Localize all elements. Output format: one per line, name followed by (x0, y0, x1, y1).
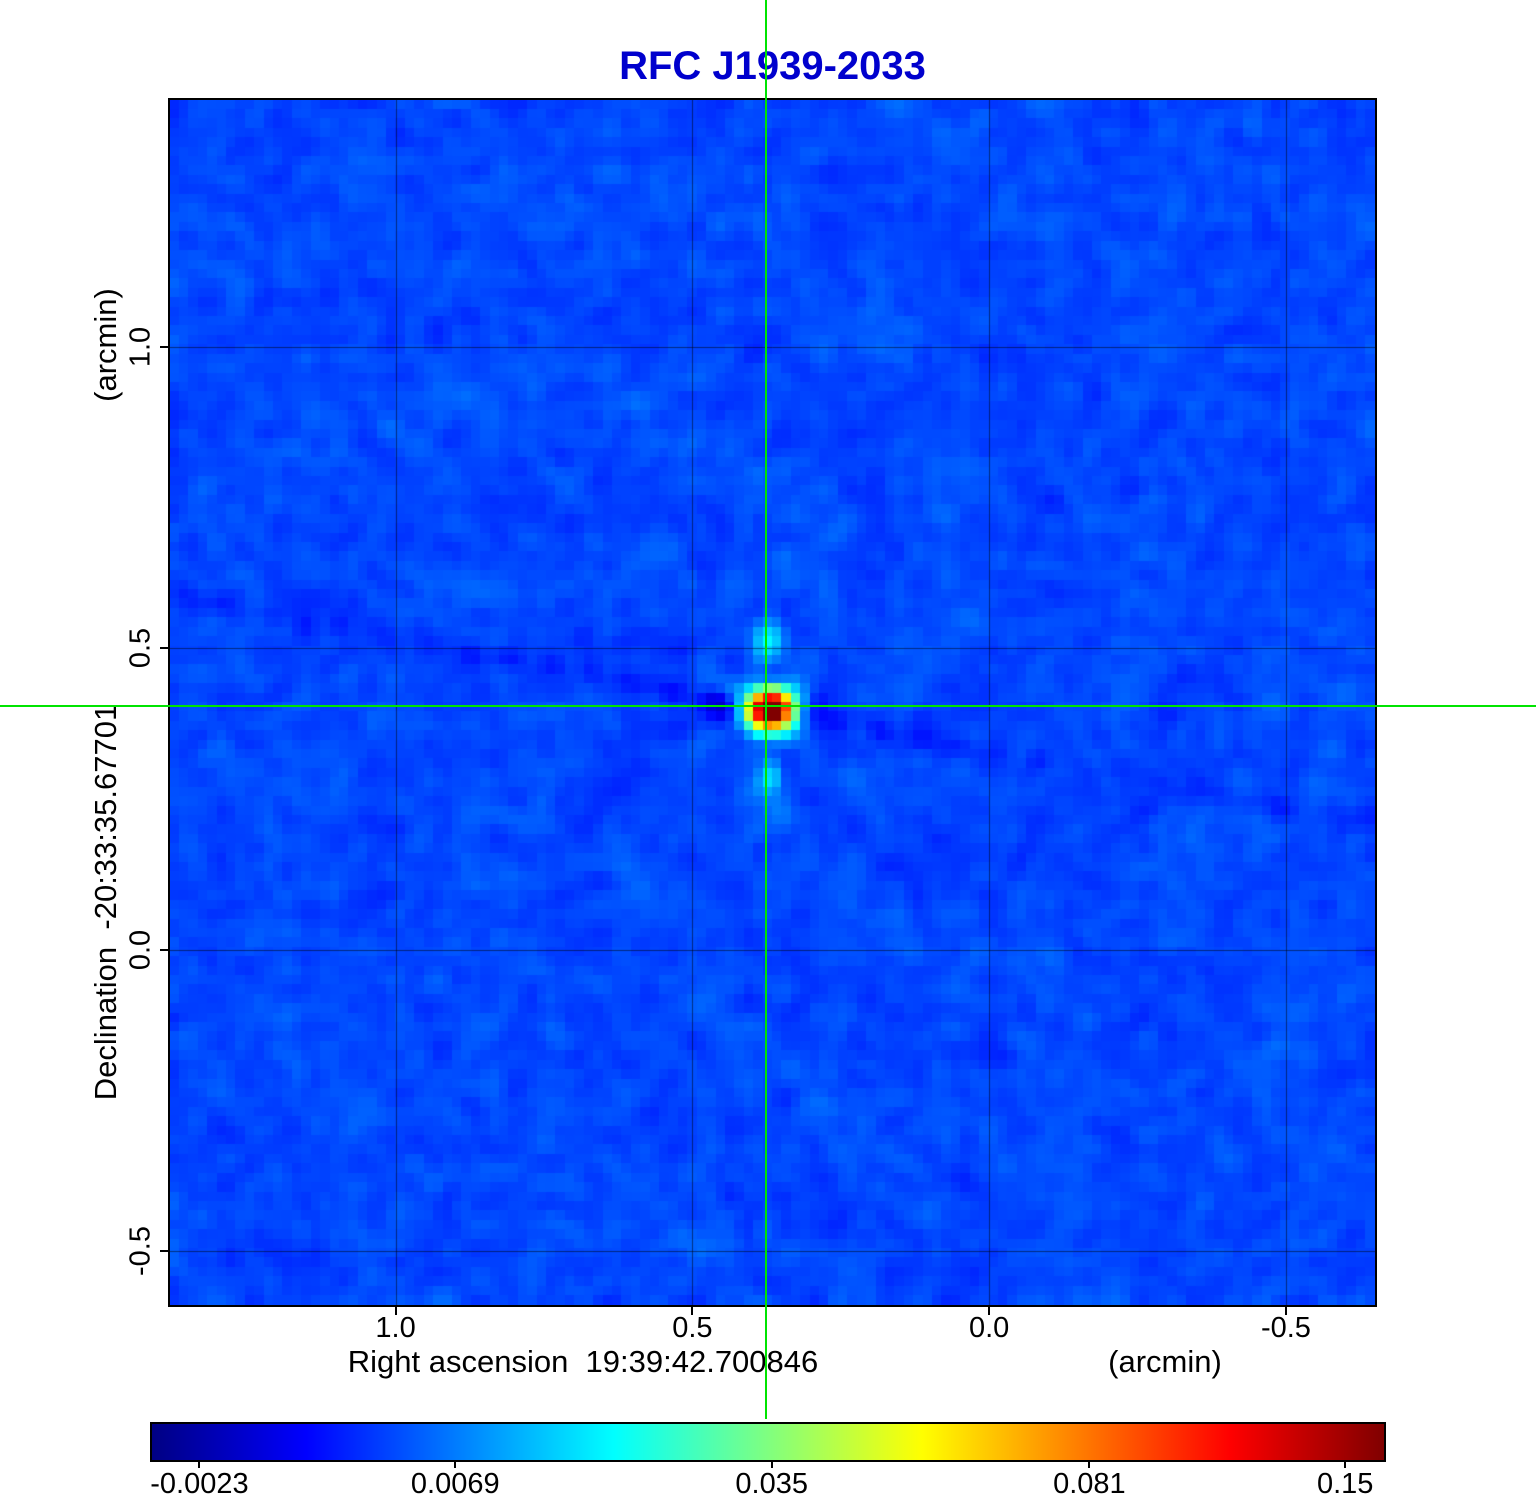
y-axis-tickmark (160, 647, 168, 650)
y-tick-label: 0.0 (124, 929, 157, 970)
colorbar-label: 0.0069 (410, 1468, 500, 1500)
crosshair-horizontal-line (0, 704, 1536, 707)
colorbar-tickmark (454, 1462, 457, 1468)
x-tick-label: 0.5 (672, 1312, 713, 1344)
plot-title: RFC J1939-2033 (619, 44, 926, 88)
y-tick-label: -0.5 (124, 1225, 157, 1276)
plot-area (168, 98, 1377, 1307)
y-axis-label: Declination -20:33:35.67701 (88, 703, 123, 1101)
x-tick-label: 1.0 (375, 1312, 416, 1344)
y-axis-tickmark (160, 346, 168, 349)
x-axis-tickmark (691, 1307, 694, 1315)
y-axis-tickmark (160, 948, 168, 951)
colorbar-label: -0.0023 (150, 1468, 249, 1500)
colorbar (150, 1422, 1386, 1462)
colorbar-label: 0.035 (735, 1468, 808, 1500)
image-canvas (170, 100, 1375, 1305)
x-axis-tickmark (988, 1307, 991, 1315)
x-axis-label: Right ascension 19:39:42.700846 (347, 1344, 819, 1379)
colorbar-tickmark (1344, 1462, 1347, 1468)
colorbar-tickmark (1088, 1462, 1091, 1468)
x-axis-tickmark (394, 1307, 397, 1315)
y-tick-label: 0.5 (124, 628, 157, 669)
colorbar-tickmark (770, 1462, 773, 1468)
crosshair-vertical-line (764, 0, 767, 1419)
x-tick-label: 0.0 (968, 1312, 1010, 1344)
y-axis-unit-label: (arcmin) (88, 288, 123, 402)
y-axis-tickmark (160, 1249, 168, 1252)
x-axis-unit-label: (arcmin) (1108, 1344, 1222, 1379)
x-axis-tickmark (1284, 1307, 1287, 1315)
y-tick-label: 1.0 (124, 326, 157, 368)
colorbar-label: 0.081 (1053, 1468, 1126, 1500)
colorbar-tickmark (198, 1462, 201, 1468)
x-tick-label: -0.5 (1260, 1312, 1311, 1344)
colorbar-label: 0.15 (1316, 1468, 1374, 1500)
